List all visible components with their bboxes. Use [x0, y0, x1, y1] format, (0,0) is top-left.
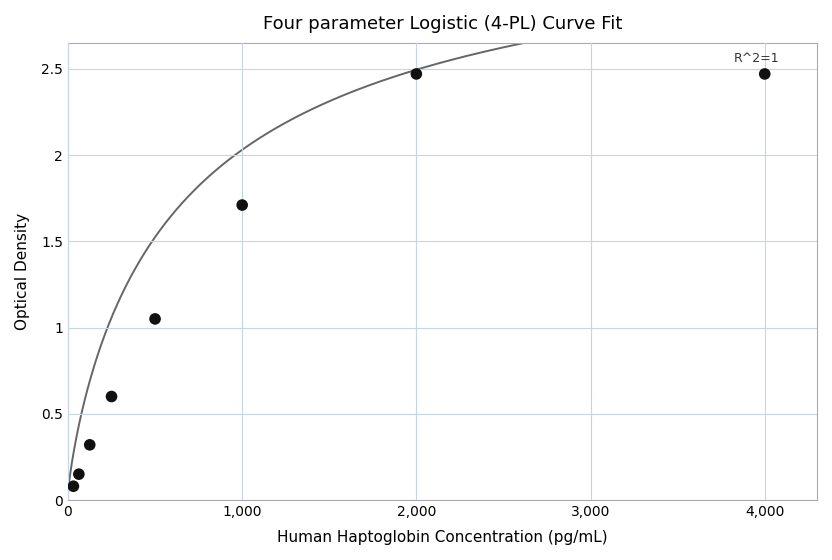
Title: Four parameter Logistic (4-PL) Curve Fit: Four parameter Logistic (4-PL) Curve Fit	[263, 15, 622, 33]
Y-axis label: Optical Density: Optical Density	[15, 213, 30, 330]
Point	[235, 200, 249, 209]
Point	[148, 314, 161, 323]
Point	[409, 69, 423, 78]
Point	[67, 482, 80, 491]
Text: R^2=1: R^2=1	[733, 52, 779, 66]
Point	[758, 69, 771, 78]
Point	[83, 440, 97, 449]
X-axis label: Human Haptoglobin Concentration (pg/mL): Human Haptoglobin Concentration (pg/mL)	[277, 530, 608, 545]
Point	[105, 392, 118, 401]
Point	[72, 470, 86, 479]
